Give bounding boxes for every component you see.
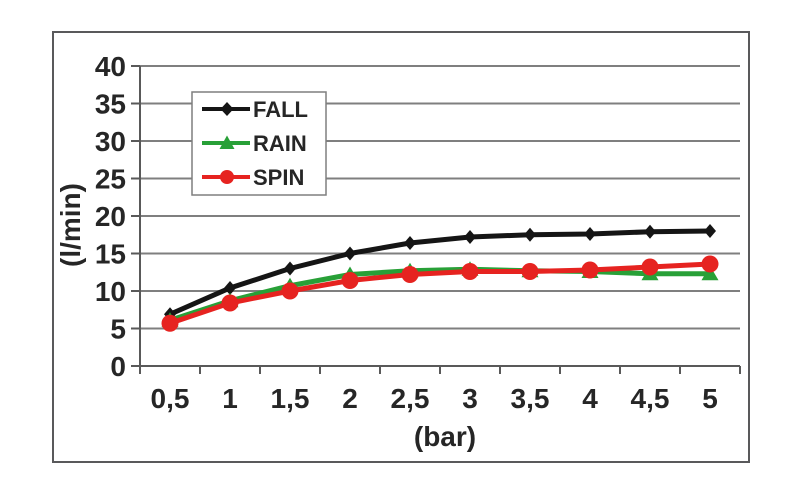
spin-series-line	[169, 261, 711, 326]
x-tick-label: 4	[582, 383, 598, 414]
y-tick-label: 5	[110, 314, 126, 345]
y-tick-label: 0	[110, 351, 126, 382]
x-tick-label: 4,5	[631, 383, 670, 414]
fall-marker	[284, 261, 296, 276]
x-tick-label: 1,5	[271, 383, 310, 414]
fall-series-line	[168, 228, 711, 317]
y-axis-title: (l/min)	[55, 183, 86, 267]
spin-marker	[461, 263, 479, 280]
spin-legend-circle-icon	[220, 170, 234, 184]
fall-legend-label: FALL	[253, 97, 308, 122]
fall-marker	[584, 227, 596, 241]
plot-area: 0 5 10 15 20 25 30 35 40 0,5 1 1,5 2 2,5 3 3,5 4 4,5 5	[95, 51, 741, 414]
y-tick-label: 35	[95, 89, 126, 120]
fall-marker	[404, 236, 416, 250]
fall-marker	[344, 246, 356, 261]
spin-marker	[401, 266, 419, 283]
spin-marker	[701, 255, 719, 273]
x-tick-label: 3	[462, 383, 478, 414]
y-tick-label: 30	[95, 126, 126, 157]
spin-marker	[281, 282, 299, 300]
x-tick-label: 3,5	[511, 383, 550, 414]
x-tick-label: 2,5	[391, 383, 430, 414]
x-axis-title: (bar)	[414, 421, 476, 452]
spin-marker	[581, 261, 599, 279]
spin-marker	[641, 258, 659, 276]
fall-marker	[644, 224, 656, 239]
rain-series-line	[169, 266, 710, 323]
fall-marker	[224, 281, 236, 295]
x-tick-label: 0,5	[151, 383, 190, 414]
x-tick-label: 1	[222, 383, 238, 414]
y-tick-label: 10	[95, 276, 126, 307]
fall-marker	[704, 224, 716, 238]
fall-marker	[524, 227, 536, 242]
x-tick-label: 5	[702, 383, 718, 414]
fall-marker	[464, 230, 476, 244]
spin-marker	[521, 263, 539, 280]
spin-marker	[221, 294, 239, 312]
spin-legend-label: SPIN	[253, 165, 304, 190]
x-tick-label: 2	[342, 383, 358, 414]
y-tick-label: 15	[95, 239, 126, 270]
rain-legend-triangle-icon	[219, 135, 235, 149]
spin-marker	[161, 314, 179, 332]
spin-marker	[341, 272, 359, 289]
y-tick-label: 40	[95, 51, 126, 82]
fall-legend-diamond-icon	[220, 102, 234, 116]
rain-legend-label: RAIN	[253, 131, 307, 156]
legend: FALL RAIN SPIN	[191, 91, 327, 196]
y-tick-label: 20	[95, 201, 126, 232]
y-tick-label: 25	[95, 164, 126, 195]
rain-marker	[701, 265, 719, 281]
